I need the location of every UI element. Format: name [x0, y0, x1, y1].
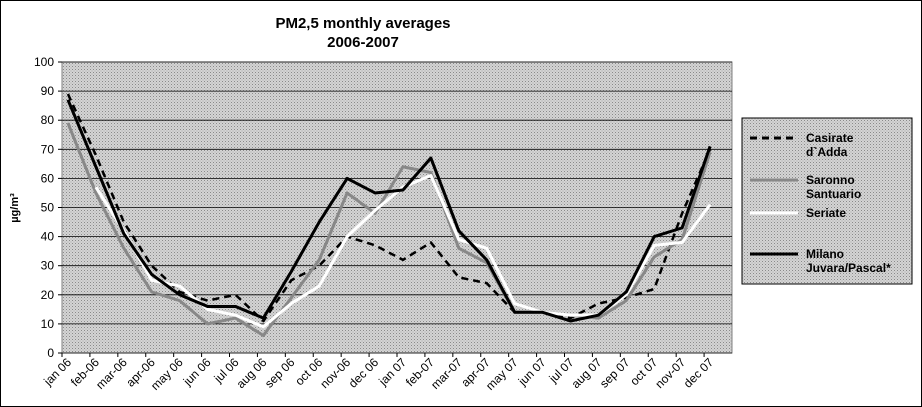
- y-tick-label: 80: [41, 113, 55, 127]
- series-line: [66, 93, 712, 323]
- y-tick-label: 90: [41, 84, 55, 98]
- legend-label: Seriate: [806, 206, 846, 220]
- legend-line: Casirate: [806, 131, 857, 145]
- series-line: [66, 99, 712, 323]
- legend-line: d`Adda: [806, 145, 848, 159]
- chart-title: PM2,5 monthly averages: [275, 15, 450, 32]
- legend-label: Milano Juvara/Pascal*: [806, 247, 891, 275]
- legend-box: [741, 117, 913, 285]
- legend: Casirate d`Adda Saronno Santuario Seriate M…: [750, 131, 891, 275]
- y-tick-label: 40: [41, 230, 55, 244]
- legend-line: Saronno: [806, 173, 858, 187]
- y-tick-label: 10: [41, 317, 55, 331]
- legend-label: Saronno Santuario: [806, 173, 861, 201]
- legend-line: Santuario: [806, 187, 861, 201]
- legend-label: Casirate d`Adda: [806, 131, 857, 159]
- y-tick-label: 60: [41, 171, 55, 185]
- y-tick-label: 20: [41, 288, 55, 302]
- legend-line: Juvara/Pascal*: [806, 261, 891, 275]
- y-tick-label: 0: [47, 346, 54, 360]
- y-tick-label: 30: [41, 259, 55, 273]
- y-tick-label: 50: [41, 201, 55, 215]
- y-tick-label: 100: [34, 55, 54, 69]
- y-axis-label: µg/m³: [9, 193, 21, 223]
- y-tick-label: 70: [41, 142, 55, 156]
- chart-subtitle: 2006-2007: [327, 34, 399, 51]
- legend-line: Milano: [806, 247, 847, 261]
